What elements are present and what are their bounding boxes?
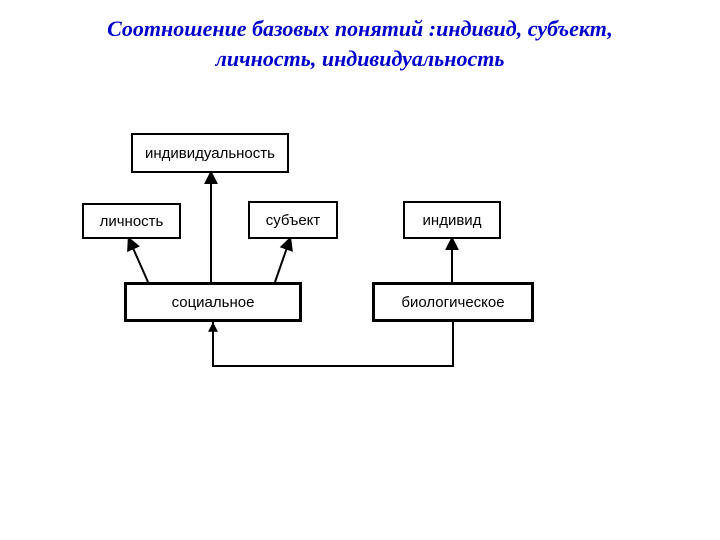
edge-socialnoe-lichnost bbox=[129, 239, 148, 282]
connectors-svg bbox=[0, 0, 720, 540]
node-socialnoe: социальное bbox=[124, 282, 302, 322]
node-individ: индивид bbox=[403, 201, 501, 239]
node-lichnost: личность bbox=[82, 203, 181, 239]
edge-socialnoe-subekt bbox=[275, 239, 290, 282]
node-biologicheskoe: биологическое bbox=[372, 282, 534, 322]
connector-biologicheskoe-socialnoe bbox=[213, 322, 453, 366]
concept-diagram: индивидуальность личность субъект индивид со… bbox=[0, 0, 720, 540]
node-individualnost: индивидуальность bbox=[131, 133, 289, 173]
connector-arrowhead bbox=[208, 322, 218, 332]
node-subekt: субъект bbox=[248, 201, 338, 239]
